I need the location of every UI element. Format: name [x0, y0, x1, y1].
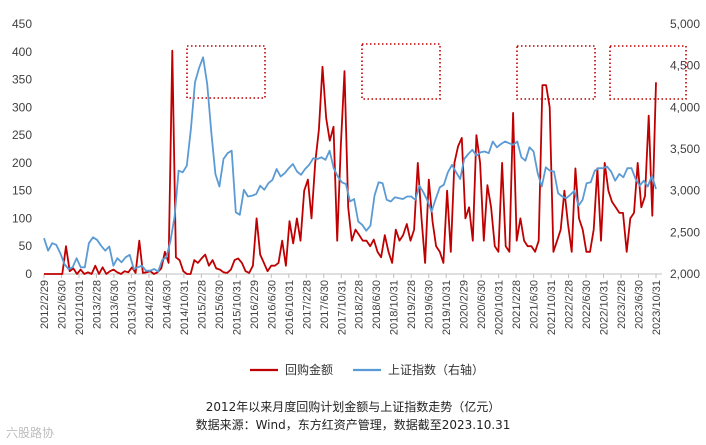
legend: 回购金额 上证指数（右轴） — [250, 362, 484, 377]
x-tick-label: 2023/10/31 — [651, 280, 663, 335]
legend-axis-note: 右轴 — [448, 362, 472, 377]
x-tick-label: 2016/2/29 — [249, 280, 261, 329]
y-left-tick-label: 350 — [12, 73, 32, 87]
x-tick-label: 2014/2/28 — [144, 280, 156, 329]
x-tick-label: 2020/2/29 — [459, 280, 471, 329]
x-tick-label: 2014/6/30 — [161, 280, 173, 329]
x-tick-label: 2023/6/30 — [634, 280, 646, 329]
x-tick-label: 2015/10/31 — [231, 280, 243, 335]
y-right-axis-ticks: 2,000 2,500 3,000 3,500 4,000 4,500 5,000 — [670, 17, 700, 281]
x-tick-label: 2012/6/30 — [56, 280, 68, 329]
x-tick-label: 2012/10/31 — [74, 280, 86, 335]
series-lines — [43, 49, 657, 275]
chart-source: 数据来源：Wind，东方红资产管理，数据截至2023.10.31 — [195, 418, 511, 432]
x-tick-label: 2023/2/28 — [616, 280, 628, 329]
y-left-tick-label: 400 — [12, 45, 32, 59]
y-left-axis-ticks: 0 50 100 150 200 250 300 350 400 450 — [12, 17, 32, 281]
x-tick-label: 2018/6/30 — [371, 280, 383, 329]
x-tick-label: 2015/2/28 — [196, 280, 208, 329]
x-tick-label: 2013/2/28 — [91, 280, 103, 329]
y-right-tick-label: 5,000 — [670, 17, 700, 31]
x-tick-label: 2022/6/30 — [581, 280, 593, 329]
y-left-tick-label: 250 — [12, 128, 32, 142]
watermark: 六股路协 — [6, 426, 55, 440]
y-left-tick-label: 300 — [12, 100, 32, 114]
x-tick-label: 2012/2/29 — [39, 280, 51, 329]
x-tick-label: 2017/6/30 — [319, 280, 331, 329]
x-tick-label: 2022/2/28 — [564, 280, 576, 329]
x-tick-label: 2020/10/31 — [494, 280, 506, 335]
legend-series-name: 上证指数 — [388, 362, 436, 377]
y-left-tick-label: 0 — [25, 267, 32, 281]
x-tick-label: 2016/6/30 — [266, 280, 278, 329]
series-line-buyback — [44, 49, 657, 275]
legend-label-sse-index: 上证指数（右轴） — [388, 362, 484, 377]
x-tick-label: 2021/10/31 — [546, 280, 558, 335]
highlight-box — [361, 43, 441, 100]
y-left-tick-label: 50 — [19, 239, 33, 253]
y-right-tick-label: 3,500 — [670, 142, 700, 156]
x-tick-label: 2021/6/30 — [529, 280, 541, 329]
annotation-boxes — [186, 43, 687, 100]
x-tick-label: 2018/2/28 — [354, 280, 366, 329]
y-left-tick-label: 100 — [12, 211, 32, 225]
y-right-tick-label: 4,500 — [670, 59, 700, 73]
x-tick-label: 2018/10/31 — [389, 280, 401, 335]
x-axis-ticks: 2012/2/29 2012/6/30 2012/10/31 2013/2/28 201… — [39, 274, 663, 335]
legend-label-buyback: 回购金额 — [285, 362, 333, 377]
x-tick-label: 2017/10/31 — [336, 280, 348, 335]
x-tick-label: 2019/2/28 — [406, 280, 418, 329]
x-tick-label: 2015/6/30 — [214, 280, 226, 329]
chart-title: 2012年以来月度回购计划金额与上证指数走势（亿元） — [205, 400, 501, 414]
x-tick-label: 2022/10/31 — [599, 280, 611, 335]
x-tick-label: 2019/10/31 — [441, 280, 453, 335]
x-tick-label: 2017/2/28 — [301, 280, 313, 329]
y-left-tick-label: 200 — [12, 156, 32, 170]
x-tick-label: 2016/10/31 — [284, 280, 296, 335]
series-line-sse-index — [43, 56, 657, 273]
y-left-tick-label: 150 — [12, 184, 32, 198]
y-left-tick-label: 450 — [12, 17, 32, 31]
x-tick-label: 2021/2/28 — [511, 280, 523, 329]
highlight-box — [516, 45, 596, 100]
x-tick-label: 2014/10/31 — [179, 280, 191, 335]
y-right-tick-label: 4,000 — [670, 100, 700, 114]
y-right-tick-label: 2,500 — [670, 225, 700, 239]
x-tick-label: 2013/6/30 — [109, 280, 121, 329]
x-tick-label: 2019/6/30 — [424, 280, 436, 329]
x-tick-label: 2020/6/30 — [476, 280, 488, 329]
y-right-tick-label: 3,000 — [670, 184, 700, 198]
highlight-box — [186, 45, 266, 99]
y-right-tick-label: 2,000 — [670, 267, 700, 281]
x-tick-label: 2013/10/31 — [126, 280, 138, 335]
